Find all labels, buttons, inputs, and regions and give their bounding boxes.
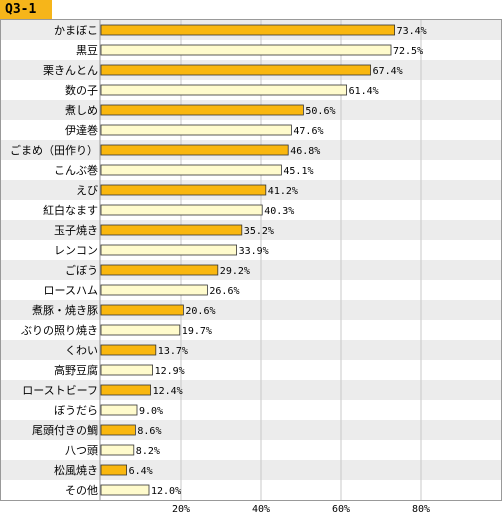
value-label: 20.6% <box>185 306 215 317</box>
category-label: 松風焼き <box>54 463 98 477</box>
value-label: 35.2% <box>244 226 274 237</box>
value-label: 13.7% <box>158 346 188 357</box>
value-label: 12.0% <box>151 486 181 497</box>
category-label: ぶりの照り焼き <box>21 324 98 337</box>
category-label: こんぶ巻 <box>54 164 98 177</box>
bar <box>100 224 243 236</box>
value-label: 9.0% <box>139 406 163 417</box>
category-label: ぼうだら <box>54 404 98 417</box>
bar <box>100 304 184 316</box>
value-label: 12.4% <box>153 386 183 397</box>
value-label: 73.4% <box>397 26 427 37</box>
category-label: 紅白なます <box>43 203 98 217</box>
category-label: 尾頭付きの鯛 <box>32 423 98 437</box>
question-tag: Q3-1 <box>0 0 52 19</box>
category-label: えび <box>76 184 98 197</box>
bar <box>100 484 150 496</box>
value-label: 29.2% <box>220 266 250 277</box>
category-label: ごまめ（田作り） <box>10 143 98 157</box>
bar <box>100 404 138 416</box>
bar <box>100 24 396 36</box>
bar <box>100 164 282 176</box>
bar <box>100 84 348 96</box>
value-label: 12.9% <box>155 366 185 377</box>
bar <box>100 244 238 256</box>
bar <box>100 144 289 156</box>
bar <box>100 384 151 396</box>
category-label: 数の子 <box>65 84 98 97</box>
value-label: 72.5% <box>393 46 423 57</box>
category-label: その他 <box>65 484 98 497</box>
bar <box>100 204 263 216</box>
bar <box>100 324 181 336</box>
value-label: 6.4% <box>129 466 153 477</box>
value-label: 67.4% <box>373 66 403 77</box>
bar <box>100 264 219 276</box>
bar <box>100 444 135 456</box>
value-label: 50.6% <box>305 106 335 117</box>
bar <box>100 424 136 436</box>
x-tick-label: 80% <box>412 504 430 515</box>
value-label: 45.1% <box>283 166 313 177</box>
value-label: 26.6% <box>209 286 239 297</box>
category-label: 八つ頭 <box>65 444 98 457</box>
value-label: 8.2% <box>136 446 160 457</box>
value-label: 19.7% <box>182 326 212 337</box>
category-label: くわい <box>65 344 98 357</box>
value-label: 33.9% <box>239 246 269 257</box>
bar <box>100 284 208 296</box>
category-label: 玉子焼き <box>54 224 98 237</box>
bar <box>100 64 372 76</box>
category-label: 栗きんとん <box>43 64 98 77</box>
value-label: 61.4% <box>349 86 379 97</box>
x-tick-label: 40% <box>252 504 270 515</box>
bar <box>100 464 128 476</box>
category-label: 煮しめ <box>65 104 98 117</box>
x-tick-label: 60% <box>332 504 350 515</box>
bar <box>100 44 392 56</box>
category-label: 高野豆腐 <box>54 363 98 377</box>
category-label: レンコン <box>54 244 98 257</box>
value-label: 8.6% <box>137 426 161 437</box>
value-label: 41.2% <box>268 186 298 197</box>
category-label: かまぼこ <box>54 24 98 37</box>
bar <box>100 184 267 196</box>
bar <box>100 104 304 116</box>
category-label: ローストビーフ <box>22 384 98 397</box>
category-label: ごぼう <box>65 263 98 277</box>
value-label: 46.8% <box>290 146 320 157</box>
value-label: 40.3% <box>264 206 294 217</box>
value-label: 47.6% <box>293 126 323 137</box>
bar <box>100 344 157 356</box>
category-label: 煮豚・焼き豚 <box>32 304 98 317</box>
bar <box>100 124 292 136</box>
bar <box>100 364 153 376</box>
category-label: 黒豆 <box>76 44 98 57</box>
category-label: ロースハム <box>44 284 98 297</box>
x-tick-label: 20% <box>172 504 190 515</box>
category-label: 伊達巻 <box>65 124 98 137</box>
